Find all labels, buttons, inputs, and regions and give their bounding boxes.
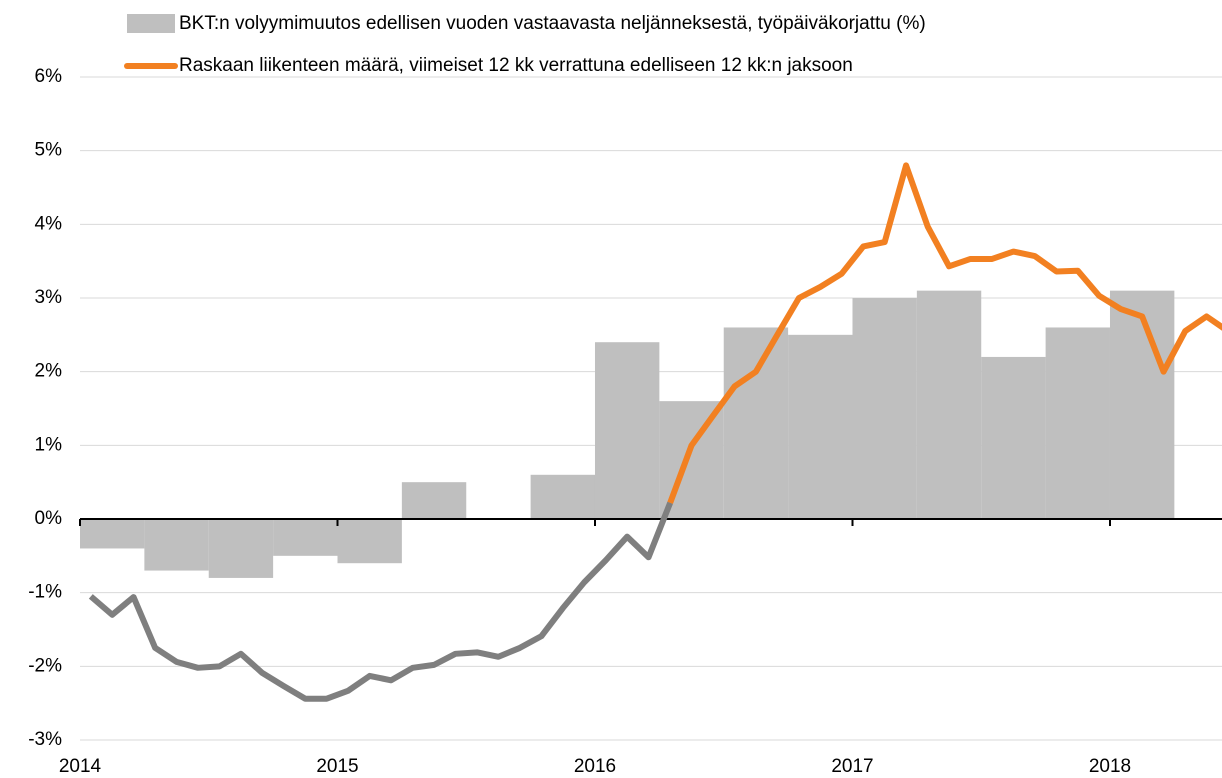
x-tick-label: 2014 xyxy=(59,756,102,777)
bar xyxy=(788,334,853,519)
y-tick-label: 0% xyxy=(35,508,63,529)
labels: -3% -2% -1% 0% 1% 2% 3% 4% 5% 6% 2014 2015 2016 2017 2… xyxy=(28,66,1131,777)
line xyxy=(667,162,1222,504)
y-tick-label: 1% xyxy=(35,434,63,455)
bar xyxy=(337,519,402,564)
legend-label: Raskaan liikenteen määrä, viimeiset 12 k… xyxy=(179,55,853,76)
bar xyxy=(916,290,982,519)
bar xyxy=(723,327,789,519)
y-tick-label: -1% xyxy=(28,582,62,603)
bar xyxy=(981,356,1046,519)
axis xyxy=(79,518,1222,526)
y-tick-label: 2% xyxy=(35,361,63,382)
bar xyxy=(80,519,145,549)
y-tick-label: 4% xyxy=(35,213,63,234)
y-tick-label: 3% xyxy=(35,287,63,308)
line xyxy=(88,501,673,702)
bar xyxy=(401,482,467,519)
legend: BKT:n volyymimuutos edellisen vuoden vas… xyxy=(124,13,926,76)
y-tick-label: -2% xyxy=(28,655,62,676)
legend-swatch xyxy=(127,14,175,33)
y-tick-label: 5% xyxy=(35,140,63,161)
bar xyxy=(273,519,338,556)
bar xyxy=(144,519,209,571)
y-tick-label: -3% xyxy=(28,729,62,750)
bar xyxy=(208,519,274,578)
bar xyxy=(1109,290,1175,519)
bar xyxy=(852,298,917,519)
bar xyxy=(1045,327,1110,519)
x-tick-label: 2017 xyxy=(831,756,873,777)
x-tick-label: 2018 xyxy=(1089,756,1131,777)
y-tick-label: 6% xyxy=(35,66,63,87)
bars xyxy=(80,290,1175,578)
x-tick-label: 2015 xyxy=(316,756,358,777)
x-tick-label: 2016 xyxy=(574,756,616,777)
bar xyxy=(530,474,595,519)
lines xyxy=(88,162,1222,702)
legend-label: BKT:n volyymimuutos edellisen vuoden vas… xyxy=(179,13,926,34)
bar xyxy=(594,342,660,519)
